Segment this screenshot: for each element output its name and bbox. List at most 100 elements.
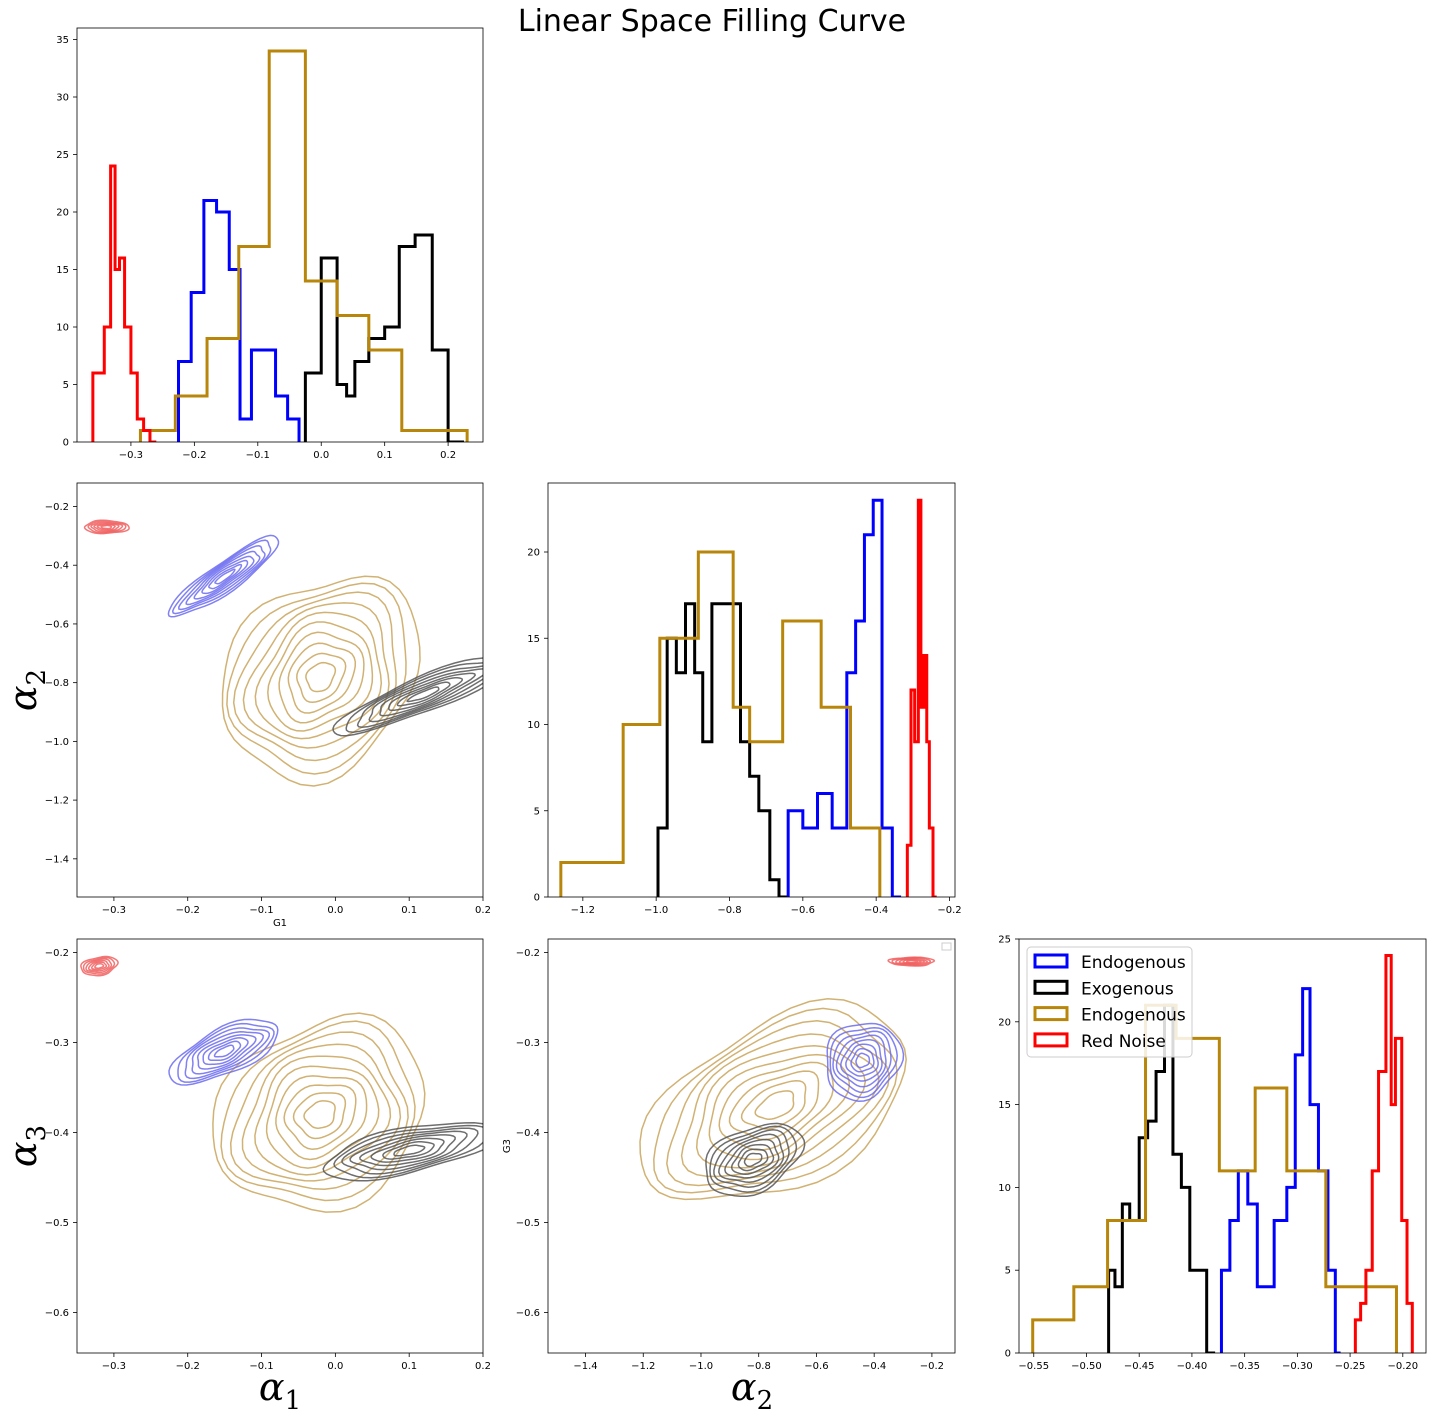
contour-line [167, 534, 280, 618]
contour-line [718, 1061, 834, 1151]
contour-line [708, 1053, 851, 1161]
contour-line [845, 1043, 879, 1077]
contour-group-1 [167, 534, 280, 618]
xlabel-alpha-1: α1 [259, 1365, 301, 1414]
hist-series-endogenous-2 [1031, 1003, 1398, 1353]
contour-line [718, 1133, 785, 1183]
contour-line [406, 686, 440, 703]
plot-area [639, 956, 936, 1201]
legend-swatch [1033, 1032, 1069, 1048]
contour-line [341, 1127, 479, 1175]
x-tick-label: 0.2 [475, 1361, 491, 1372]
x-tick-label: −0.25 [1335, 1361, 1366, 1372]
contour-line [356, 665, 483, 729]
contour-line [229, 1031, 409, 1191]
y-tick-label: −0.3 [45, 1038, 69, 1049]
xlabel-G1: G1 [273, 918, 287, 929]
contour-line [278, 631, 365, 724]
y-tick-label: −0.6 [45, 619, 69, 630]
contour-line [87, 520, 127, 534]
hist-series-red-noise-3 [1353, 954, 1414, 1353]
y-tick-label: 20 [56, 208, 69, 219]
contour-group-0 [639, 997, 907, 1201]
contour-line [168, 1018, 279, 1086]
hist-series-red-noise-3 [905, 498, 937, 897]
contour-line [296, 652, 347, 704]
contour-line [332, 657, 483, 737]
contour-line [905, 959, 919, 964]
ylabel-alpha-2: α2 [1, 669, 52, 711]
contour-line [232, 591, 397, 762]
contour-line [832, 1030, 892, 1094]
contour-line [214, 568, 236, 585]
legend-frame [1026, 946, 1193, 1058]
hist-series-exogenous-1 [303, 233, 464, 442]
contour-line [740, 1079, 807, 1130]
x-tick-label: −0.35 [1229, 1361, 1260, 1372]
y-tick-label: −0.5 [45, 1218, 69, 1229]
y-tick-label: 30 [56, 93, 69, 104]
contour-line [184, 1027, 270, 1080]
legend-entry: Endogenous [1081, 953, 1186, 973]
contour-line [83, 519, 130, 535]
x-tick-label: −0.2 [176, 1361, 200, 1372]
y-tick-label: −0.4 [516, 1128, 540, 1139]
contour-line [213, 1044, 235, 1058]
contour-line [207, 1040, 242, 1062]
contour-line [201, 559, 249, 595]
x-tick-label: −0.3 [102, 905, 126, 916]
y-tick-label: 5 [1005, 1266, 1011, 1277]
x-tick-label: 0.1 [401, 905, 417, 916]
x-tick-label: −0.6 [791, 905, 815, 916]
contour-line [305, 661, 337, 693]
contour-line [177, 1022, 275, 1083]
contour-line [202, 1037, 249, 1066]
y-tick-label: −0.2 [45, 948, 69, 959]
contour-line [275, 1075, 368, 1161]
contour-line [287, 642, 357, 714]
x-tick-label: −0.1 [249, 905, 273, 916]
legend-entry: Exogenous [1081, 979, 1174, 999]
contour-line [93, 963, 105, 969]
y-tick-label: 0 [1005, 1349, 1011, 1360]
x-tick-label: 0.1 [401, 1361, 417, 1372]
contour-line [891, 956, 932, 967]
ylabel-alpha-3: α3 [1, 1125, 52, 1167]
figure-title: Linear Space Filling Curve [518, 4, 906, 39]
axes-frame [547, 938, 956, 1354]
axes-frame [76, 482, 484, 898]
y-tick-label: 5 [63, 380, 69, 391]
contour-line [82, 956, 116, 975]
contour-line [855, 1052, 871, 1069]
y-tick-label: −0.2 [45, 502, 69, 513]
contour-line [87, 959, 110, 972]
axes-frame [76, 938, 484, 1354]
contour-line [185, 550, 261, 606]
x-tick-label: −0.8 [747, 1361, 771, 1372]
x-tick-label: −0.50 [1071, 1361, 1102, 1372]
contour-line [709, 1125, 798, 1193]
contour-line [90, 961, 108, 971]
contour-line [835, 1034, 887, 1088]
contour-line [887, 956, 936, 967]
y-tick-label: −0.6 [516, 1308, 540, 1319]
x-tick-label: −0.2 [176, 905, 200, 916]
y-tick-label: 10 [56, 323, 69, 334]
x-tick-label: −0.4 [862, 1361, 886, 1372]
contour-line [85, 958, 113, 974]
y-tick-label: −0.3 [516, 1038, 540, 1049]
contour-line [303, 1100, 336, 1129]
contour-line [90, 521, 124, 533]
hist-series-endogenous-2 [559, 550, 882, 897]
y-tick-label: −0.4 [45, 1128, 69, 1139]
contour-line [730, 1143, 775, 1176]
hist-series-exogenous-1 [1107, 1003, 1216, 1353]
legend-swatch [1033, 953, 1069, 969]
contour-line [93, 522, 120, 532]
panel-0: −0.3 −0.2 −0.1 0.0 0.1 0.2 0 5 10 15 20 25 30 35 [56, 27, 484, 461]
ylabel-G3: G3 [502, 1139, 513, 1153]
y-tick-label: −1.4 [45, 854, 69, 865]
legend-swatch [1033, 1006, 1069, 1022]
hist-series-endogenous-0 [786, 498, 902, 897]
panel-5: −0.55 −0.50 −0.45 −0.40 −0.35 −0.30 −0.25 −0.20… [998, 935, 1427, 1372]
